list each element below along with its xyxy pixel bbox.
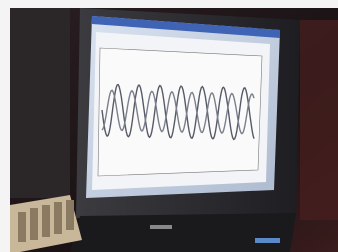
photo [0,0,338,252]
monitor-base [70,213,296,252]
equipment [10,8,70,198]
curtain [300,20,338,220]
plot-area [98,48,262,176]
logo [150,225,172,229]
sticker [255,238,280,243]
page: (() => { const data = JSON.parse(documen… [0,0,338,252]
